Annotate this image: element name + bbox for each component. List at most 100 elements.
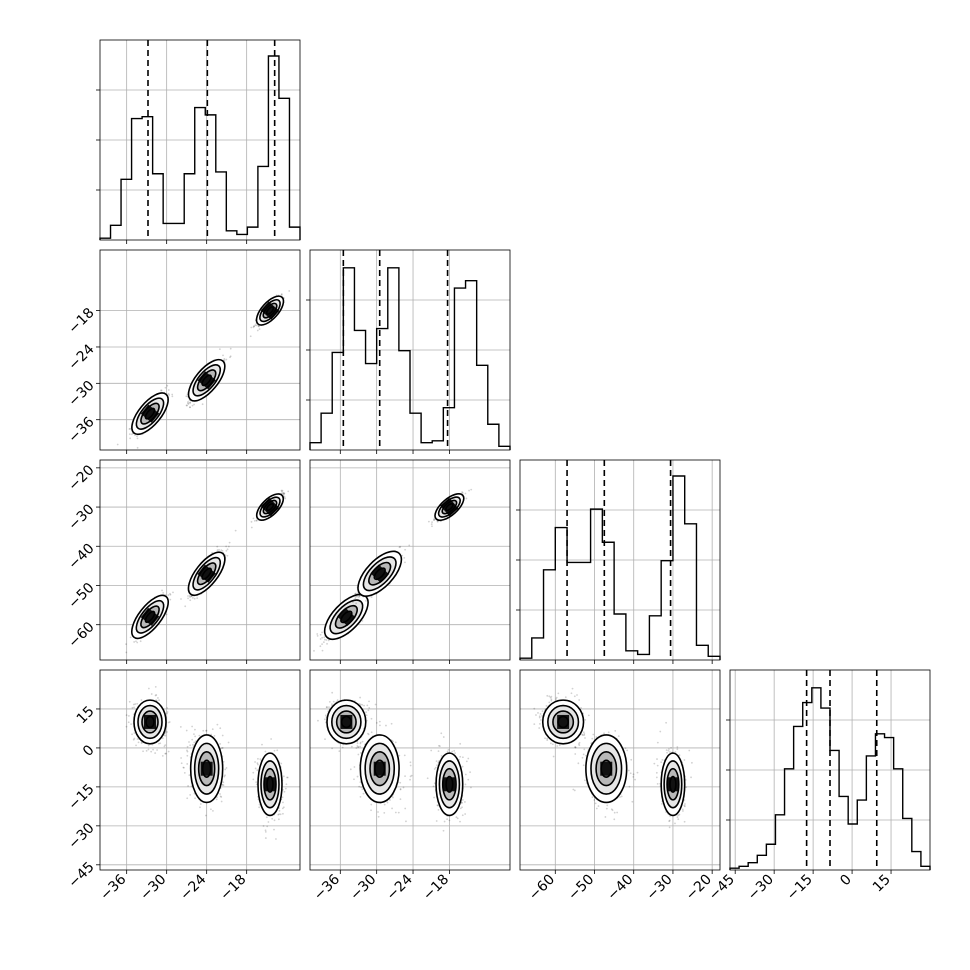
sample-point [280, 490, 283, 493]
sample-point [216, 723, 219, 726]
sample-point [464, 492, 467, 495]
sample-point [437, 520, 439, 523]
panel-frame [309, 459, 511, 661]
sample-point [189, 596, 191, 599]
sample-point [201, 403, 204, 406]
sample-point [222, 354, 224, 357]
sample-point [468, 489, 470, 492]
sample-point [125, 714, 128, 717]
sample-point [187, 402, 189, 405]
sample-point [399, 545, 402, 548]
sample-point [254, 324, 257, 326]
sample-point [199, 803, 202, 805]
sample-point [133, 732, 136, 734]
sample-point [193, 741, 196, 744]
sample-point [135, 744, 137, 747]
sample-point [169, 592, 171, 595]
sample-point [354, 597, 357, 600]
sample-point [287, 490, 290, 493]
sample-point [185, 395, 188, 398]
sample-point [321, 649, 324, 652]
sample-point [161, 754, 164, 757]
sample-point [282, 491, 285, 494]
sample-point [470, 488, 473, 491]
sample-point [218, 548, 220, 551]
contour-line [334, 604, 358, 629]
sample-point [258, 325, 260, 328]
contour-line [135, 397, 165, 430]
sample-point [365, 599, 367, 602]
contour-line [262, 302, 278, 319]
sample-point [282, 493, 285, 496]
density-peak-cell [140, 607, 160, 626]
sample-point [188, 595, 191, 597]
sample-point [253, 325, 255, 328]
contour-line [144, 407, 156, 420]
sample-point [165, 613, 168, 616]
sample-point [361, 620, 364, 622]
contour-line [144, 610, 156, 624]
sample-point [252, 517, 255, 520]
sample-point [222, 760, 225, 763]
sample-point [125, 725, 128, 728]
sample-point [280, 489, 283, 492]
sample-point [355, 592, 357, 595]
sample-point [252, 326, 255, 329]
panel-frame [99, 249, 301, 451]
sample-point [157, 697, 159, 699]
sample-point [140, 699, 143, 701]
sample-point [228, 541, 231, 544]
sample-point [164, 752, 167, 755]
sample-point [202, 729, 205, 732]
sample-point [134, 703, 137, 705]
sample-point [150, 750, 153, 753]
sample-point [180, 762, 183, 765]
sample-point [326, 642, 328, 645]
sample-point [222, 781, 225, 784]
sample-point [319, 645, 322, 648]
sample-point [253, 325, 256, 328]
sample-point [220, 800, 223, 803]
sample-point [404, 548, 407, 551]
sample-point [255, 324, 258, 327]
panel-1-1 [306, 249, 511, 454]
sample-point [288, 290, 291, 292]
sample-point [133, 641, 136, 643]
sample-point [321, 636, 324, 639]
sample-point [187, 403, 190, 405]
panel-frame [99, 459, 301, 661]
histogram-step [519, 475, 721, 660]
sample-point [128, 700, 131, 703]
sample-point [169, 598, 172, 601]
density-layer [313, 488, 473, 652]
sample-point [225, 545, 228, 548]
contour-line [368, 561, 392, 586]
contour-line [340, 610, 353, 624]
sample-point [189, 406, 191, 408]
sample-point [131, 733, 133, 736]
sample-point [147, 744, 150, 747]
sample-point [136, 437, 139, 440]
sample-point [355, 602, 358, 605]
contour-line [196, 562, 217, 586]
sample-point [431, 521, 433, 524]
sample-point [139, 640, 142, 643]
sample-point [129, 636, 132, 639]
sample-point [167, 721, 170, 724]
panel-1-0 [96, 249, 301, 454]
contour-line [445, 502, 454, 512]
contour-line [201, 374, 212, 387]
sample-point [129, 437, 132, 440]
sample-point [125, 651, 128, 654]
sample-point [168, 394, 171, 396]
sample-point [159, 742, 162, 745]
sample-point [255, 519, 258, 522]
sample-point [427, 520, 430, 523]
sample-point [366, 598, 369, 601]
sample-point [403, 556, 406, 559]
sample-point [171, 395, 174, 398]
sample-point [283, 492, 286, 495]
contour-line [265, 502, 275, 512]
sample-point [154, 694, 157, 697]
